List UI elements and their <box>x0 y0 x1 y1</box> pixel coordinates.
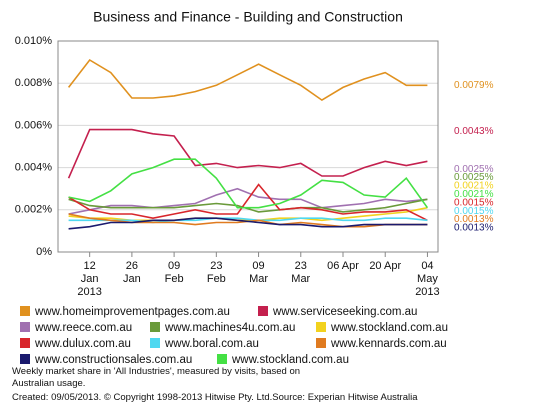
legend-swatch <box>20 338 30 348</box>
value-label: 0.0015% <box>454 197 494 208</box>
legend-swatch <box>20 322 30 332</box>
value-label: 0.0013% <box>454 223 494 234</box>
value-label: 0.0043% <box>454 126 494 137</box>
value-label: 0.0021% <box>454 181 494 192</box>
legend-label: www.constructionsales.com.au <box>35 354 193 366</box>
series-line <box>68 158 429 209</box>
value-label: 0.0021% <box>454 189 494 200</box>
legend-label: www.machines4u.com.au <box>165 322 296 334</box>
legend-item: www.boral.com.au <box>150 338 259 350</box>
legend-item: www.dulux.com.au <box>20 338 131 350</box>
legend-swatch <box>20 354 30 364</box>
y-tick-label: 0.004% <box>15 162 53 174</box>
legend-label: www.boral.com.au <box>165 338 259 350</box>
series-line <box>67 58 428 102</box>
legend-swatch <box>20 306 30 316</box>
y-tick-label: 0.006% <box>15 119 53 131</box>
y-tick-label: 0.002% <box>15 204 53 216</box>
series-line <box>68 217 428 230</box>
x-tick-label: 06 Apr <box>327 260 359 272</box>
x-tick-label: 04 May 2013 <box>415 260 440 298</box>
x-tick-label: 23 Feb <box>206 260 226 285</box>
legend-label: www.kennards.com.au <box>331 338 447 350</box>
credit: Created: 09/05/2013. © Copyright 1998-20… <box>12 392 418 403</box>
y-tick-label: 0.008% <box>15 77 53 89</box>
value-label: 0.0025% <box>454 164 494 175</box>
value-label: 0.0025% <box>454 172 494 183</box>
x-tick-label: 26 Jan <box>123 260 141 285</box>
legend-item: www.kennards.com.au <box>316 338 447 350</box>
legend-label: www.homeimprovementpages.com.au <box>35 306 230 318</box>
legend-item: www.reece.com.au <box>20 322 132 334</box>
value-label: 0.0079% <box>454 80 494 91</box>
legend-item: www.stockland.com.au <box>217 354 349 366</box>
x-tick-label: 20 Apr <box>369 260 402 272</box>
legend-swatch <box>217 354 227 364</box>
legend-swatch <box>150 322 160 332</box>
legend-label: www.serviceseeking.com.au <box>273 306 418 318</box>
x-tick-label: 12 Jan 2013 <box>77 260 102 298</box>
legend-item: www.constructionsales.com.au <box>20 354 192 366</box>
legend-swatch <box>258 306 268 316</box>
series-line <box>68 183 428 222</box>
x-tick-label: 09 Feb <box>164 260 184 285</box>
legend-item: www.machines4u.com.au <box>150 322 295 334</box>
x-tick-label: 09 Mar <box>249 260 269 285</box>
chart-title: Business and Finance - Building and Cons… <box>93 9 403 25</box>
plot-frame <box>57 40 439 253</box>
legend-item: www.serviceseeking.com.au <box>258 306 417 318</box>
y-tick-label: 0.010% <box>15 35 53 47</box>
legend-item: www.stockland.com.au <box>316 322 448 334</box>
value-label: 0.0013% <box>454 214 494 225</box>
series-line <box>68 187 428 215</box>
legend-label: www.dulux.com.au <box>35 338 131 350</box>
legend-label: www.reece.com.au <box>35 322 133 334</box>
y-tick-label: 0% <box>36 246 52 258</box>
legend-label: www.stockland.com.au <box>331 322 448 334</box>
legend-swatch <box>316 338 326 348</box>
x-tick-label: 23 Mar <box>291 260 311 285</box>
series-line <box>68 198 428 213</box>
legend-swatch <box>316 322 326 332</box>
series-line <box>67 128 428 179</box>
legend-label: www.stockland.com.au <box>232 354 349 366</box>
series-line <box>68 217 428 224</box>
legend-swatch <box>150 338 160 348</box>
legend-item: www.homeimprovementpages.com.au <box>20 306 230 318</box>
footnote: Weekly market share in 'All Industries',… <box>12 366 301 389</box>
value-label: 0.0015% <box>454 206 494 217</box>
